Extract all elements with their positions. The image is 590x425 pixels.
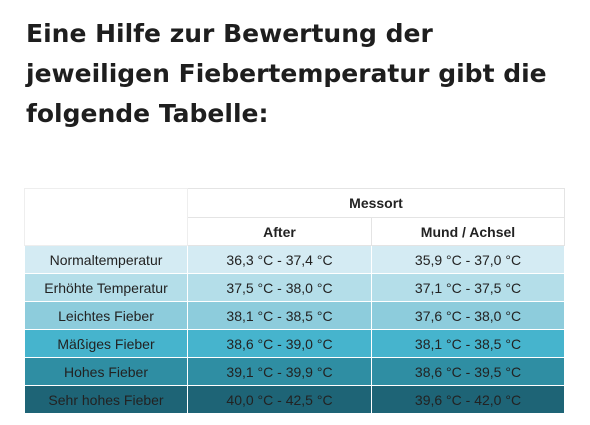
article-heading: Eine Hilfe zur Bewertung der jeweiligen …: [26, 19, 547, 128]
mouth-armpit-value: 37,6 °C - 38,0 °C: [371, 301, 565, 330]
table-row: Erhöhte Temperatur 37,5 °C - 38,0 °C 37,…: [24, 273, 565, 302]
table-column-header-row: After Mund / Achsel: [25, 217, 565, 246]
table-row: Hohes Fieber 39,1 °C - 39,9 °C 38,6 °C -…: [24, 357, 565, 386]
row-label: Erhöhte Temperatur: [24, 273, 188, 302]
row-label: Leichtes Fieber: [24, 301, 188, 330]
table-row: Leichtes Fieber 38,1 °C - 38,5 °C 37,6 °…: [24, 301, 565, 330]
row-label: Hohes Fieber: [24, 357, 188, 386]
row-label: Normaltemperatur: [24, 245, 188, 274]
mouth-armpit-value: 38,6 °C - 39,5 °C: [371, 357, 565, 386]
row-label: Sehr hohes Fieber: [24, 385, 188, 414]
fever-temperature-table-image: Messort After Mund / Achsel Normaltemper…: [24, 188, 568, 414]
table-row: Normaltemperatur 36,3 °C - 37,4 °C 35,9 …: [24, 245, 565, 274]
mouth-armpit-value: 37,1 °C - 37,5 °C: [371, 273, 565, 302]
table-row: Mäßiges Fieber 38,6 °C - 39,0 °C 38,1 °C…: [24, 329, 565, 358]
table-row: Sehr hohes Fieber 40,0 °C - 42,5 °C 39,6…: [24, 385, 565, 414]
row-label: Mäßiges Fieber: [24, 329, 188, 358]
mouth-armpit-value: 38,1 °C - 38,5 °C: [371, 329, 565, 358]
fever-temperature-table: Messort After Mund / Achsel Normaltemper…: [24, 188, 565, 414]
table-corner-cell: [24, 188, 188, 246]
column-header-after: After: [187, 217, 372, 246]
after-value: 40,0 °C - 42,5 °C: [187, 385, 372, 414]
mouth-armpit-value: 35,9 °C - 37,0 °C: [371, 245, 565, 274]
after-value: 39,1 °C - 39,9 °C: [187, 357, 372, 386]
after-value: 36,3 °C - 37,4 °C: [187, 245, 372, 274]
measurement-site-header: Messort: [187, 188, 565, 218]
after-value: 37,5 °C - 38,0 °C: [187, 273, 372, 302]
after-value: 38,1 °C - 38,5 °C: [187, 301, 372, 330]
column-header-mouth-armpit: Mund / Achsel: [371, 217, 565, 246]
after-value: 38,6 °C - 39,0 °C: [187, 329, 372, 358]
table-group-header-row: Messort: [24, 188, 565, 246]
mouth-armpit-value: 39,6 °C - 42,0 °C: [371, 385, 565, 414]
